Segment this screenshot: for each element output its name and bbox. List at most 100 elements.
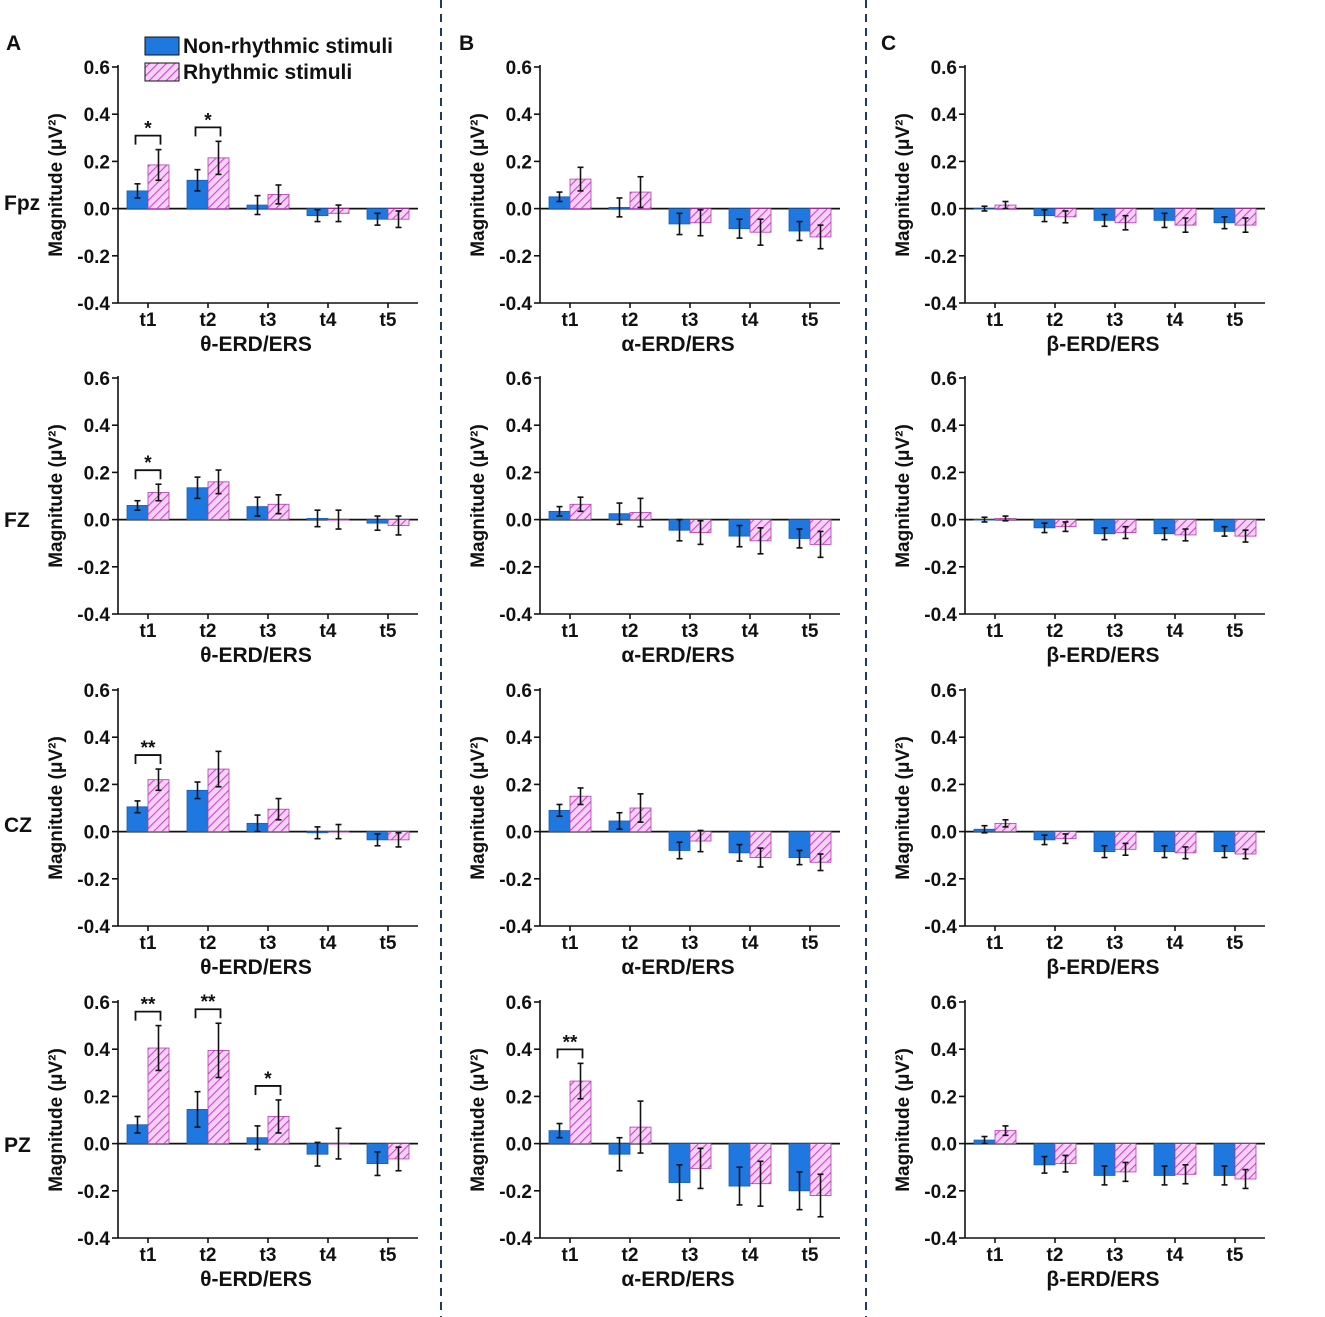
y-tick-label: -0.2 bbox=[924, 870, 957, 891]
x-tick-label-t1: t1 bbox=[562, 1245, 579, 1266]
y-axis-label: Magnitude (μV²) bbox=[468, 113, 489, 257]
x-tick-label-t4: t4 bbox=[320, 621, 337, 642]
y-tick-label: -0.4 bbox=[77, 605, 110, 626]
y-tick-label: -0.4 bbox=[499, 917, 532, 938]
y-axis-label: Magnitude (μV²) bbox=[468, 1048, 489, 1192]
x-tick-label-t3: t3 bbox=[682, 310, 699, 331]
y-tick-label: -0.2 bbox=[499, 1182, 532, 1203]
panel-letter-a: A bbox=[6, 32, 21, 55]
chart-c-pz: 0.6 0.4 0.2 0.0 -0.2 -0.4 Magnitude (μV²) t1 t2 t… bbox=[893, 993, 1265, 1291]
y-tick-label: -0.4 bbox=[499, 294, 532, 315]
x-tick-label-t3: t3 bbox=[1107, 621, 1124, 642]
y-tick-label: 0.4 bbox=[506, 728, 533, 749]
chart-b-fz: 0.6 0.4 0.2 0.0 -0.2 -0.4 Magnitude (μV²) t1 t2 t… bbox=[468, 369, 840, 667]
x-tick-label-t3: t3 bbox=[682, 933, 699, 954]
x-tick-label-t2: t2 bbox=[1047, 310, 1064, 331]
y-tick-label: -0.4 bbox=[924, 294, 957, 315]
significance-bracket bbox=[134, 754, 162, 765]
y-tick-label: -0.2 bbox=[924, 247, 957, 268]
x-tick-label-t4: t4 bbox=[1167, 933, 1184, 954]
y-tick-label: -0.2 bbox=[77, 558, 110, 579]
x-tick-label-t3: t3 bbox=[682, 621, 699, 642]
y-tick-label: 0.6 bbox=[506, 681, 532, 702]
row-label-fz: FZ bbox=[4, 509, 30, 532]
y-tick-label: 0.2 bbox=[506, 152, 532, 173]
x-tick-label-t5: t5 bbox=[1227, 1245, 1244, 1266]
significance-bracket bbox=[134, 469, 162, 480]
x-tick-label-t2: t2 bbox=[200, 310, 217, 331]
x-tick-label-t4: t4 bbox=[742, 310, 759, 331]
y-tick-label: 0.2 bbox=[84, 152, 110, 173]
y-tick-label: 0.0 bbox=[84, 511, 110, 532]
row-label-pz: PZ bbox=[4, 1134, 31, 1157]
x-axis-label: β-ERD/ERS bbox=[1046, 644, 1159, 667]
significance-marker: ** bbox=[563, 1032, 578, 1053]
y-tick-label: 0.6 bbox=[506, 993, 532, 1014]
y-tick-label: 0.4 bbox=[931, 105, 958, 126]
significance-bracket bbox=[194, 1008, 222, 1019]
y-tick-label: 0.4 bbox=[506, 416, 533, 437]
y-tick-label: 0.6 bbox=[931, 681, 957, 702]
y-tick-label: 0.2 bbox=[506, 463, 532, 484]
y-tick-label: 0.0 bbox=[84, 200, 110, 221]
y-tick-label: -0.2 bbox=[499, 247, 532, 268]
x-axis-label: β-ERD/ERS bbox=[1046, 1268, 1159, 1291]
y-axis-label: Magnitude (μV²) bbox=[893, 113, 914, 257]
y-tick-label: -0.2 bbox=[77, 1182, 110, 1203]
x-tick-label-t5: t5 bbox=[802, 621, 819, 642]
x-tick-label-t5: t5 bbox=[380, 933, 397, 954]
y-axis-label: Magnitude (μV²) bbox=[46, 424, 67, 568]
x-tick-label-t2: t2 bbox=[622, 310, 639, 331]
significance-bracket bbox=[556, 1048, 584, 1059]
y-tick-label: 0.6 bbox=[506, 369, 532, 390]
x-tick-label-t4: t4 bbox=[320, 933, 337, 954]
y-tick-label: 0.4 bbox=[506, 105, 533, 126]
legend: Non-rhythmic stimuli Rhythmic stimuli bbox=[144, 35, 393, 84]
significance-bracket bbox=[194, 126, 222, 137]
y-tick-label: 0.2 bbox=[931, 775, 957, 796]
x-tick-label-t1: t1 bbox=[140, 933, 157, 954]
y-tick-label: 0.6 bbox=[84, 369, 110, 390]
x-tick-label-t1: t1 bbox=[562, 933, 579, 954]
legend-label-non-rhythmic: Non-rhythmic stimuli bbox=[183, 35, 393, 58]
x-axis-label: θ-ERD/ERS bbox=[200, 644, 312, 667]
panel-letter-c: C bbox=[881, 32, 896, 55]
y-tick-label: 0.6 bbox=[84, 681, 110, 702]
legend-label-rhythmic: Rhythmic stimuli bbox=[183, 61, 352, 84]
x-tick-label-t1: t1 bbox=[562, 621, 579, 642]
x-tick-label-t4: t4 bbox=[742, 933, 759, 954]
chart-a-pz: 0.6 0.4 0.2 0.0 -0.2 -0.4 Magnitude (μV²) t1 t2 t… bbox=[46, 992, 418, 1291]
y-axis-label: Magnitude (μV²) bbox=[46, 1048, 67, 1192]
y-tick-label: -0.2 bbox=[77, 247, 110, 268]
x-tick-label-t5: t5 bbox=[380, 621, 397, 642]
x-tick-label-t2: t2 bbox=[622, 933, 639, 954]
y-tick-label: 0.6 bbox=[931, 58, 957, 79]
x-axis-label: θ-ERD/ERS bbox=[200, 1268, 312, 1291]
significance-bracket bbox=[134, 134, 162, 145]
x-axis-label: β-ERD/ERS bbox=[1046, 956, 1159, 979]
x-axis-label: α-ERD/ERS bbox=[621, 333, 734, 356]
x-tick-label-t2: t2 bbox=[200, 933, 217, 954]
x-tick-label-t5: t5 bbox=[1227, 621, 1244, 642]
x-tick-label-t2: t2 bbox=[1047, 621, 1064, 642]
panel-letter-b: B bbox=[459, 32, 474, 55]
x-tick-label-t2: t2 bbox=[200, 1245, 217, 1266]
y-tick-label: 0.4 bbox=[84, 728, 111, 749]
chart-a-cz: 0.6 0.4 0.2 0.0 -0.2 -0.4 Magnitude (μV²) t1 t2 t… bbox=[46, 681, 418, 979]
x-axis-label: α-ERD/ERS bbox=[621, 644, 734, 667]
x-tick-label-t2: t2 bbox=[622, 621, 639, 642]
y-axis-label: Magnitude (μV²) bbox=[46, 113, 67, 257]
y-axis-label: Magnitude (μV²) bbox=[893, 1048, 914, 1192]
x-tick-label-t1: t1 bbox=[987, 621, 1004, 642]
y-tick-label: 0.2 bbox=[931, 463, 957, 484]
y-tick-label: 0.6 bbox=[506, 58, 532, 79]
y-tick-label: -0.4 bbox=[77, 1229, 110, 1250]
row-label-cz: CZ bbox=[4, 814, 32, 837]
x-tick-label-t2: t2 bbox=[1047, 933, 1064, 954]
significance-marker: ** bbox=[141, 995, 156, 1016]
x-axis-label: α-ERD/ERS bbox=[621, 1268, 734, 1291]
chart-c-fz: 0.6 0.4 0.2 0.0 -0.2 -0.4 Magnitude (μV²) t1 t2 t… bbox=[893, 369, 1265, 667]
y-tick-label: 0.2 bbox=[84, 775, 110, 796]
y-tick-label: 0.2 bbox=[506, 1087, 532, 1108]
y-tick-label: 0.4 bbox=[84, 1040, 111, 1061]
